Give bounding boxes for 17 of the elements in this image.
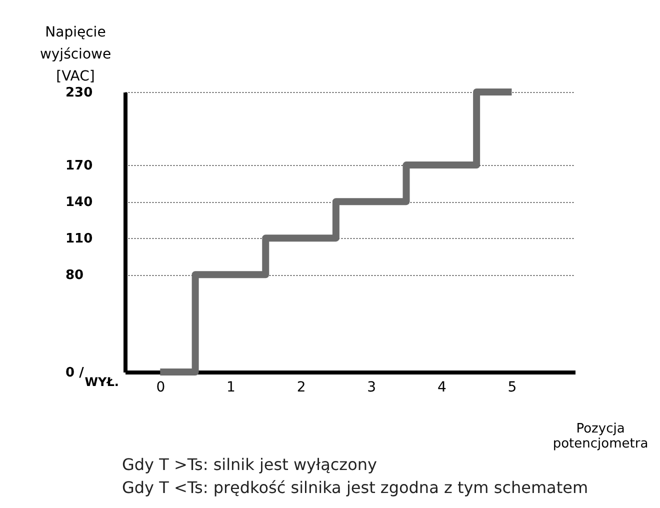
y-tick-label: 140 — [66, 195, 93, 210]
text: Gdy T <Ts: prędkość silnika jest zgodna z tym schematem — [122, 478, 588, 497]
x-tick-label: 4 — [437, 380, 446, 396]
x-tick-label: 3 — [367, 380, 376, 396]
y-tick-label: 170 — [66, 158, 93, 174]
x-axis-title: Pozycja potencjometra — [552, 422, 648, 452]
y-tick-label: 230 — [66, 86, 93, 100]
y-tick-label: 80 — [66, 268, 84, 284]
y-tick-label: 0 / — [66, 366, 84, 380]
x-tick-label: 2 — [296, 380, 306, 396]
x-tick-label: 0 — [156, 380, 166, 396]
y-axis-title: Napięcie wyjściowe [VAC] — [40, 24, 112, 84]
x-tick-label: 1 — [226, 380, 236, 396]
y-tick-label: 110 — [66, 232, 93, 247]
x-tick-label: 5 — [508, 380, 517, 396]
text: Gdy T >Ts: silnik jest wyłączony — [122, 455, 377, 474]
text: WYŁ. — [84, 375, 119, 389]
